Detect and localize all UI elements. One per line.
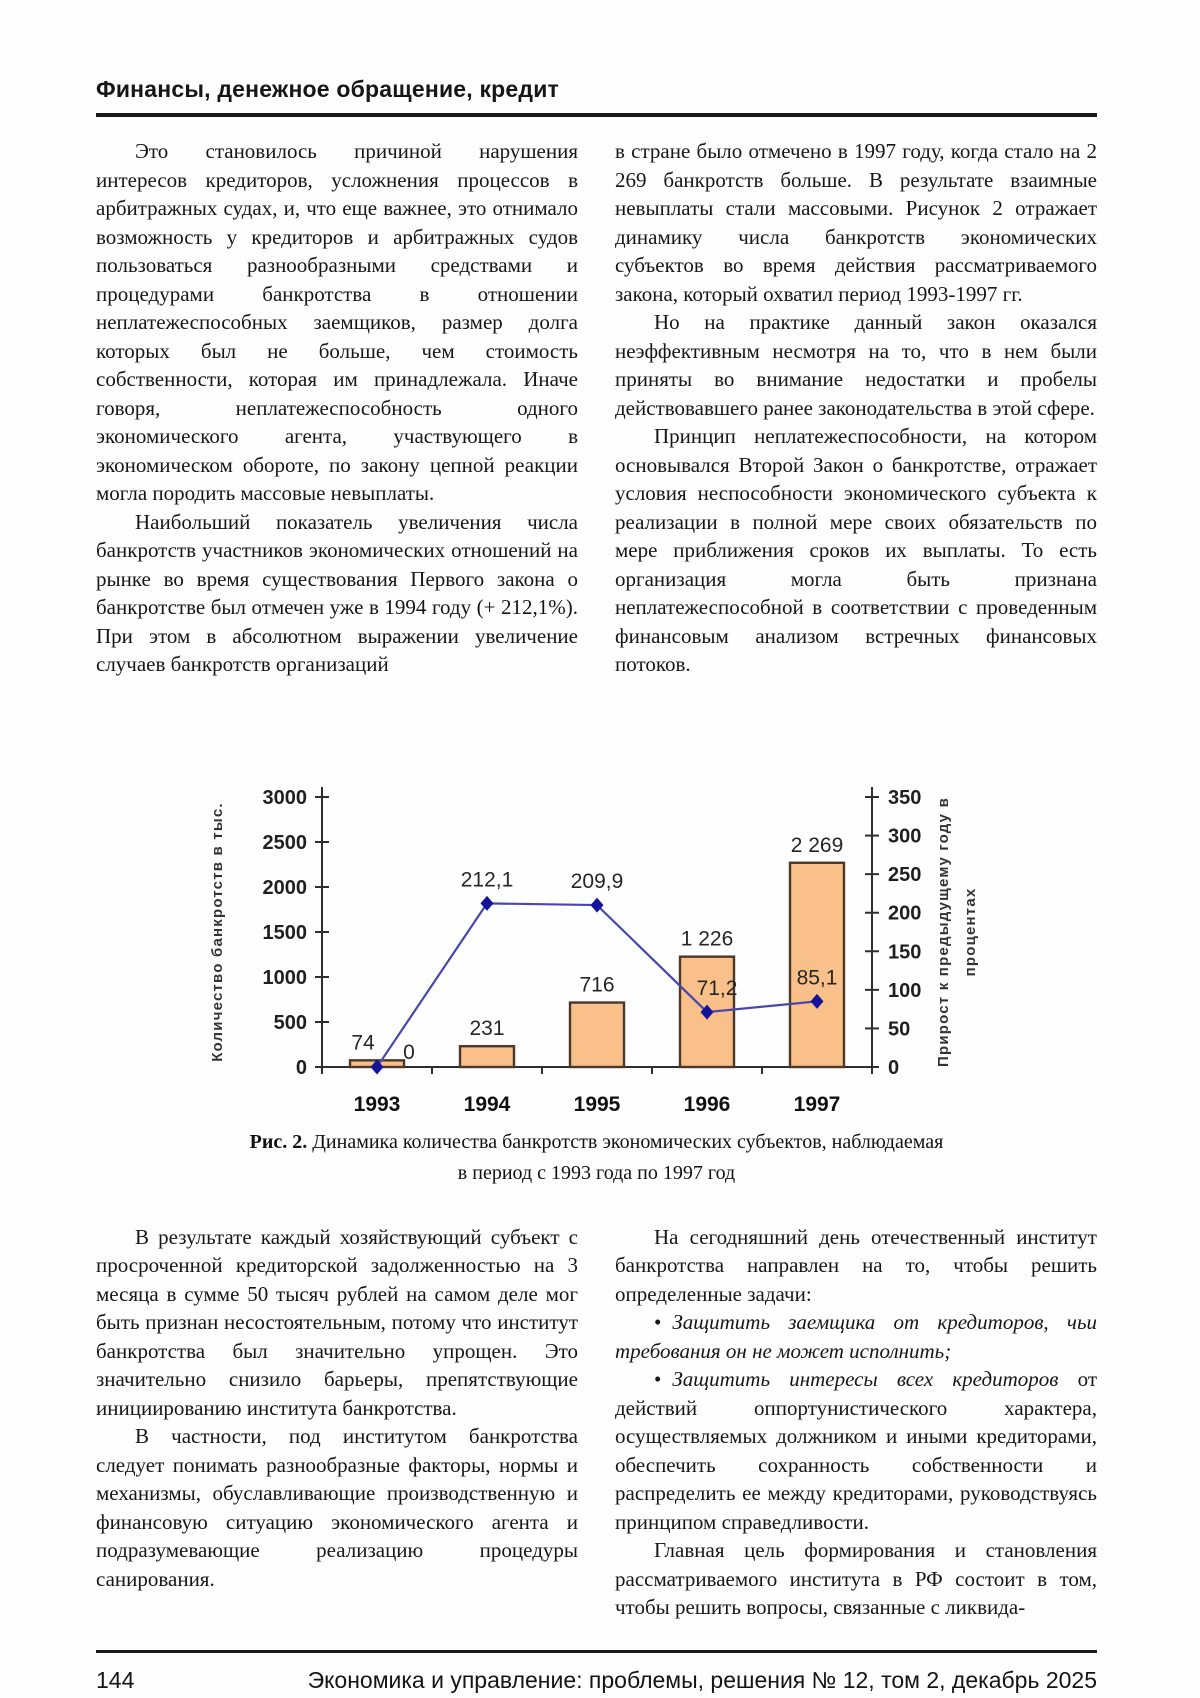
- journal-title: Экономика и управление: проблемы, решени…: [307, 1666, 1097, 1693]
- svg-text:0: 0: [403, 1041, 415, 1064]
- section-header: Финансы, денежное обращение, кредит: [96, 76, 560, 102]
- svg-text:300: 300: [888, 825, 921, 847]
- svg-text:процентах: процентах: [962, 887, 979, 976]
- svg-text:716: 716: [579, 973, 614, 996]
- svg-text:74: 74: [351, 1031, 375, 1054]
- bullet-text-italic: Защитить интересы всех кредиторов: [672, 1367, 1059, 1391]
- paragraph: В результате каждый хозяйствующий субъек…: [96, 1224, 578, 1420]
- svg-text:Прирост к предыдущему году в: Прирост к предыдущему году в: [935, 796, 952, 1066]
- svg-text:2500: 2500: [262, 832, 307, 854]
- bankruptcy-chart-svg: 0500100015002000250030000501001502002503…: [209, 786, 979, 1116]
- svg-text:1994: 1994: [463, 1093, 510, 1116]
- bullet-icon: •: [654, 1310, 662, 1334]
- svg-text:1996: 1996: [683, 1093, 730, 1116]
- figure-caption-line1: Динамика количества банкротств экономиче…: [312, 1130, 944, 1153]
- svg-text:85,1: 85,1: [796, 966, 837, 989]
- svg-text:1997: 1997: [793, 1093, 840, 1116]
- svg-text:250: 250: [888, 864, 921, 886]
- svg-text:50: 50: [888, 1018, 910, 1040]
- top-left-column: Это становилось причиной нарушения интер…: [96, 137, 578, 679]
- svg-text:Количество банкротств в тыс.: Количество банкротств в тыс.: [209, 802, 226, 1062]
- paragraph: В частности, под институтом банкротства …: [96, 1424, 578, 1591]
- svg-text:200: 200: [888, 902, 921, 924]
- figure-label: Рис. 2.: [249, 1130, 308, 1153]
- svg-text:500: 500: [273, 1012, 306, 1034]
- svg-text:71,2: 71,2: [696, 977, 737, 1000]
- svg-text:3000: 3000: [262, 787, 307, 809]
- svg-text:0: 0: [295, 1057, 306, 1079]
- figure-2: 0 500 1000 1500 2000 2500 3000 0 50 100 150 200 250 3…: [96, 769, 1097, 1189]
- paragraph: Это становилось причиной нарушения интер…: [96, 139, 578, 505]
- top-text-section: Это становилось причиной нарушения интер…: [96, 137, 1097, 679]
- svg-text:212,1: 212,1: [460, 868, 513, 891]
- task-bullet-item: • Защитить интересы всех кредиторов от де…: [615, 1365, 1097, 1536]
- svg-text:1993: 1993: [353, 1093, 400, 1116]
- page-number: 144: [96, 1666, 135, 1693]
- paragraph: Принцип неплатежеспособности, на котором…: [615, 424, 1097, 676]
- paragraph: На сегодняшний день отечественный инстит…: [615, 1224, 1097, 1306]
- paragraph: Но на практике данный закон оказался неэ…: [615, 310, 1097, 420]
- svg-text:100: 100: [888, 979, 921, 1001]
- page-footer: 144 Экономика и управление: проблемы, ре…: [96, 1653, 1097, 1694]
- svg-text:209,9: 209,9: [570, 870, 623, 893]
- bullet-icon: •: [654, 1367, 662, 1391]
- svg-text:2 269: 2 269: [790, 833, 843, 856]
- page-content: Финансы, денежное обращение, кредит Это …: [96, 0, 1097, 1694]
- svg-text:1 226: 1 226: [680, 927, 733, 950]
- svg-text:1500: 1500: [262, 922, 307, 944]
- header-rule: [96, 113, 1097, 117]
- paragraph: в стране было отмечено в 1997 году, когд…: [615, 139, 1097, 306]
- top-right-column: в стране было отмечено в 1997 году, когд…: [615, 137, 1097, 679]
- footer-rule: [96, 1649, 1097, 1653]
- figure-caption: Рис. 2. Динамика количества банкротств э…: [96, 1127, 1097, 1189]
- svg-text:1995: 1995: [573, 1093, 620, 1116]
- svg-text:231: 231: [469, 1017, 504, 1040]
- svg-text:150: 150: [888, 941, 921, 963]
- svg-text:2000: 2000: [262, 877, 307, 899]
- paragraph: Главная цель формирования и становления …: [615, 1538, 1097, 1619]
- svg-text:0: 0: [888, 1057, 899, 1079]
- svg-text:350: 350: [888, 787, 921, 809]
- bullet-text-italic: Защитить заемщика от кредиторов, чьи тре…: [615, 1310, 1097, 1363]
- paragraph: Наибольший показатель увеличения числа б…: [96, 509, 578, 677]
- svg-text:1000: 1000: [262, 967, 307, 989]
- bottom-right-column: На сегодняшний день отечественный инстит…: [615, 1223, 1097, 1622]
- bottom-text-section: В результате каждый хозяйствующий субъек…: [96, 1223, 1097, 1622]
- task-bullet-item: • Защитить заемщика от кредиторов, чьи тр…: [615, 1308, 1097, 1365]
- figure-caption-line2: в период с 1993 года по 1997 год: [457, 1161, 736, 1184]
- bottom-left-column: В результате каждый хозяйствующий субъек…: [96, 1223, 578, 1622]
- bullet-text-regular: от действий оппортунистического характер…: [615, 1367, 1097, 1534]
